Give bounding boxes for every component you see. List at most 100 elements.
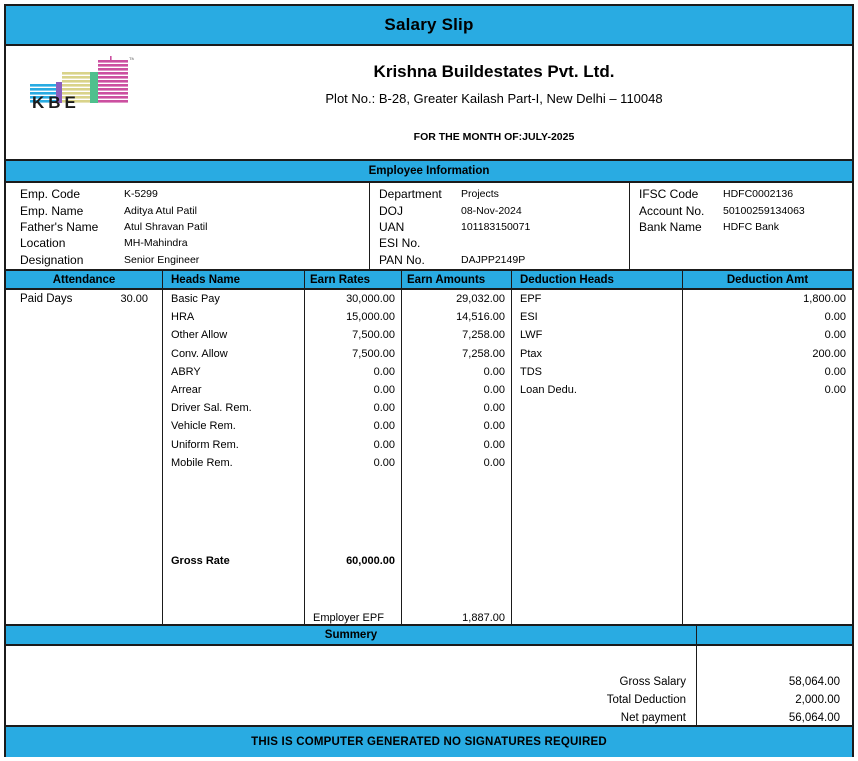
deduction-amount-value: 200.00 [812,347,846,360]
attendance-value: 30.00 [120,293,148,306]
info-value: 101183150071 [461,220,531,233]
info-row-esi-no: ESI No. [379,235,629,251]
info-row-department: Department Projects [379,186,629,202]
info-label: Designation [20,252,84,267]
info-row-uan: UAN 101183150071 [379,219,629,235]
info-label: Department [379,187,442,202]
earning-head: ABRY [171,365,201,378]
salary-slip-document: Salary Slip [4,4,854,757]
salary-month-label: FOR THE MONTH OF:JULY-2025 [413,131,575,143]
summary-value-net-payment: 56,064.00 [788,712,840,725]
deduction-head: Ptax [520,347,543,360]
earn-rate-value: 0.00 [373,438,395,451]
employee-information-title: Employee Information [368,165,490,177]
info-label: PAN No. [379,252,425,267]
earn-rate-value: 7,500.00 [352,329,395,342]
employee-information-body: Emp. Code K-5299 Emp. Name Aditya Atul P… [6,183,852,271]
earn-rate-value: 15,000.00 [346,311,395,324]
info-label: ESI No. [379,236,421,251]
info-row-pan-no: PAN No. DAJPP2149P [379,252,629,268]
earn-amount-value: 29,032.00 [456,293,505,306]
deduction-amount-value: 0.00 [824,311,846,324]
summary-body: Gross Salary Total Deduction Net payment… [6,646,852,727]
summary-label-gross-salary: Gross Salary [619,676,686,689]
summary-header: Summery [6,626,852,646]
info-label: DOJ [379,203,403,218]
company-header: TM KBE Krishna Buildestates Pvt. Ltd. Pl… [6,46,852,161]
column-header-deduction-heads: Deduction Heads [512,271,683,288]
info-value: K-5299 [124,188,158,201]
summary-value-gross-salary: 58,064.00 [788,676,840,689]
earn-rate-value: 30,000.00 [346,293,395,306]
info-label: Father's Name [20,219,99,234]
company-name: Krishna Buildestates Pvt. Ltd. [373,62,615,81]
deduction-head: TDS [520,365,542,378]
company-logo: TM KBE [16,54,140,140]
deduction-head: LWF [520,329,543,342]
logo-trademark-text: TM [129,56,134,61]
employer-epf-value: 1,887.00 [462,612,505,625]
earn-amount-value: 0.00 [483,420,505,433]
earn-amount-value: 0.00 [483,365,505,378]
info-row-emp-name: Emp. Name Aditya Atul Patil [20,202,369,218]
earn-rate-value: 0.00 [373,365,395,378]
info-row-designation: Designation Senior Engineer [20,252,369,268]
deduction-amount-value: 0.00 [824,384,846,397]
deduction-heads-column: EPF ESI LWF Ptax TDS Loan Dedu. [512,290,683,624]
earning-head: Vehicle Rem. [171,420,236,433]
company-address: Plot No.: B-28, Greater Kailash Part-I, … [325,91,663,106]
document-title-band: Salary Slip [6,6,852,46]
earning-head: Uniform Rem. [171,438,239,451]
info-row-doj: DOJ 08-Nov-2024 [379,202,629,218]
summary-label-total-deduction: Total Deduction [606,694,686,707]
info-row-location: Location MH-Mahindra [20,235,369,251]
earnings-deductions-table-body: Paid Days 30.00 Basic Pay HRA Other Allo… [6,290,852,626]
summary-header-spacer [697,626,852,644]
info-row-emp-code: Emp. Code K-5299 [20,186,369,202]
column-header-earn-rates: Earn Rates [305,271,402,288]
attendance-column: Paid Days 30.00 [6,290,163,624]
employee-info-column-employment: Department Projects DOJ 08-Nov-2024 UAN … [370,183,630,269]
deduction-head: ESI [520,311,538,324]
earn-amount-value: 14,516.00 [456,311,505,324]
deduction-amounts-column: 1,800.00 0.00 0.00 200.00 0.00 0.00 [683,290,852,624]
column-header-deduction-amt: Deduction Amt [726,273,809,286]
info-value: 08-Nov-2024 [461,204,522,217]
earn-amount-value: 7,258.00 [462,347,505,360]
info-label: Emp. Code [20,187,81,202]
earning-head: Conv. Allow [171,347,228,360]
info-value: Atul Shravan Patil [124,220,208,233]
column-header-heads-name: Heads Name [163,271,305,288]
employee-info-column-bank: IFSC Code HDFC0002136 Account No. 501002… [630,183,852,269]
deduction-amount-value: 0.00 [824,365,846,378]
summary-label-net-payment: Net payment [620,712,686,725]
earning-head: Arrear [171,384,202,397]
info-row-fathers-name: Father's Name Atul Shravan Patil [20,219,369,235]
earn-amount-value: 0.00 [483,456,505,469]
summary-values-cell: 58,064.00 2,000.00 56,064.00 [697,646,852,725]
earnings-deductions-table-header: Attendance Heads Name Earn Rates Earn Am… [6,271,852,290]
earning-head: HRA [171,311,195,324]
earn-rate-value: 0.00 [373,456,395,469]
info-row-bank-name: Bank Name HDFC Bank [639,219,852,235]
earning-head: Other Allow [171,329,228,342]
earning-head: Driver Sal. Rem. [171,402,252,415]
footer-note: THIS IS COMPUTER GENERATED NO SIGNATURES… [251,736,607,748]
info-value: HDFC Bank [723,220,780,233]
earning-head: Mobile Rem. [171,456,233,469]
info-label: Account No. [639,203,705,218]
earn-amount-value: 0.00 [483,402,505,415]
logo-wordmark-text: KBE [32,93,80,108]
gross-rate-label: Gross Rate [171,555,230,568]
earn-rate-value: 7,500.00 [352,347,395,360]
earn-rate-value: 0.00 [373,402,395,415]
employer-epf-label: Employer EPF [313,612,384,625]
attendance-label: Paid Days [20,293,73,306]
earn-rate-value: 0.00 [373,420,395,433]
info-label: Emp. Name [20,203,84,218]
info-row-account-no: Account No. 50100259134063 [639,202,852,218]
deduction-head: Loan Dedu. [520,384,577,397]
info-value: DAJPP2149P [461,253,526,266]
earn-amount-value: 0.00 [483,384,505,397]
